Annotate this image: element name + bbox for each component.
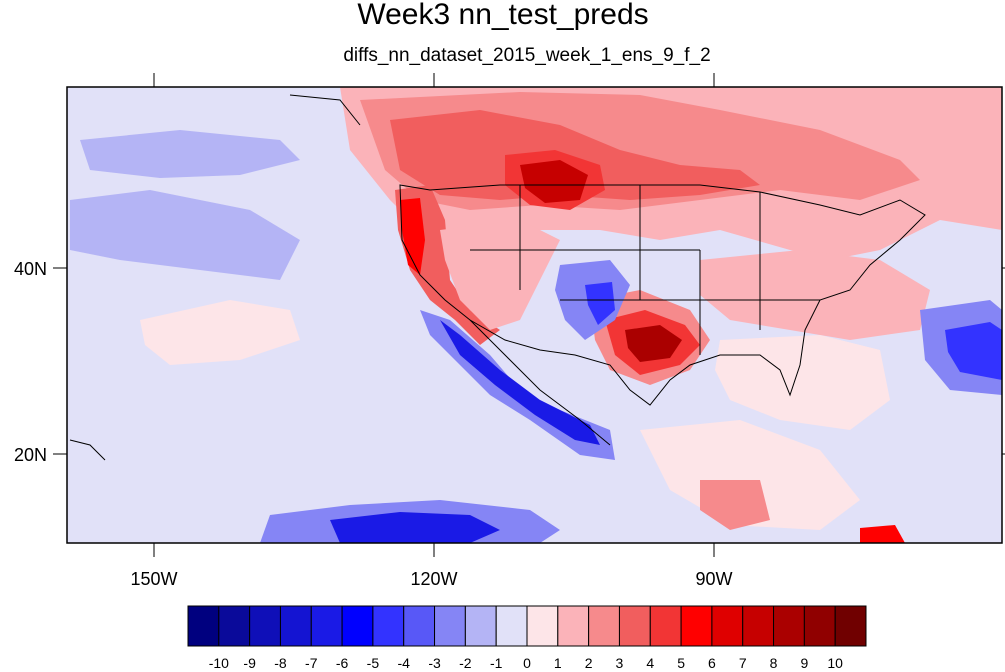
colorbar-label: -3 xyxy=(428,655,441,671)
colorbar-label: 10 xyxy=(827,655,843,671)
colorbar-label: 7 xyxy=(739,655,747,671)
field-central-america-warm xyxy=(640,420,860,530)
coastlines xyxy=(69,94,926,461)
field-plains-core xyxy=(585,282,615,325)
lon-label-150w: 150W xyxy=(130,569,177,589)
colorbar-label: -1 xyxy=(490,655,503,671)
colorbar-swatch xyxy=(495,605,528,647)
colorbar-swatch xyxy=(773,605,805,647)
colorbar-swatch xyxy=(310,605,343,647)
colorbar-swatch xyxy=(711,605,744,647)
figure-subtitle: diffs_nn_dataset_2015_week_1_ens_9_f_2 xyxy=(343,45,710,66)
colorbar-swatch xyxy=(680,605,713,647)
colorbar-label: 8 xyxy=(770,655,778,671)
colorbar-swatch xyxy=(742,605,775,647)
field-canada-strong xyxy=(390,110,760,200)
colorbar-label: -9 xyxy=(243,655,256,671)
colorbar-swatch xyxy=(187,605,220,647)
colorbar-swatch xyxy=(218,605,251,647)
field-caribbean-warm xyxy=(700,480,770,530)
field-texas-core xyxy=(625,325,682,362)
colorbar-label: 3 xyxy=(616,655,624,671)
field-atlantic-core xyxy=(945,322,1002,380)
colorbar-swatch xyxy=(649,605,682,647)
colorbar-label: -2 xyxy=(459,655,472,671)
colorbar-label: 2 xyxy=(585,655,593,671)
colorbar-swatch xyxy=(618,605,651,647)
colorbar-swatch xyxy=(526,605,559,647)
field-northpacific-cool xyxy=(80,130,300,178)
lon-label-120w: 120W xyxy=(410,569,457,589)
field-coast-core xyxy=(400,198,425,275)
colorbar-swatch xyxy=(279,605,312,647)
colorbar-label: -7 xyxy=(305,655,318,671)
field-southeast-warm xyxy=(715,335,890,430)
colorbar: -10 -9 -8 -7 -6 -5 -4 -3 -2 -1 0 1 2 3 4 5 6 7 8 9 10 xyxy=(187,605,867,671)
field-southpacific-core xyxy=(330,512,500,543)
colorbar-swatch xyxy=(557,605,590,647)
field-montana-core xyxy=(520,160,588,203)
colorbar-label: 4 xyxy=(646,655,654,671)
field-west-warm xyxy=(440,220,560,330)
lon-label-90w: 90W xyxy=(695,569,732,589)
map-panel xyxy=(67,87,1002,543)
colorbar-label: 1 xyxy=(554,655,562,671)
colorbar-label: -10 xyxy=(209,655,229,671)
colorbar-swatch xyxy=(588,605,620,647)
colorbar-label: 9 xyxy=(800,655,808,671)
colorbar-swatch xyxy=(341,605,374,647)
colorbar-swatch xyxy=(803,605,836,647)
field-east-warm xyxy=(700,250,930,340)
lat-label-20n: 20N xyxy=(14,445,47,465)
colorbar-swatch xyxy=(834,605,867,647)
colorbar-label: -8 xyxy=(274,655,287,671)
colorbar-label: -4 xyxy=(398,655,411,671)
map-ticks xyxy=(53,73,1005,557)
colorbar-label: -6 xyxy=(336,655,349,671)
colorbar-label: 6 xyxy=(708,655,716,671)
colorbar-swatch xyxy=(372,605,405,647)
colorbar-swatch xyxy=(434,605,466,647)
field-equatorial-hot xyxy=(860,525,905,543)
colorbar-label: 0 xyxy=(523,655,531,671)
colorbar-label: 5 xyxy=(677,655,685,671)
colorbar-swatch xyxy=(249,605,281,647)
colorbar-swatch xyxy=(464,605,497,647)
field-pacific-warm-blob xyxy=(140,300,300,365)
lat-label-40n: 40N xyxy=(14,259,47,279)
field-baja-core xyxy=(440,320,600,445)
figure-title: Week3 nn_test_preds xyxy=(357,0,648,31)
field-pacific-cool xyxy=(70,190,300,280)
colorbar-label: -5 xyxy=(367,655,380,671)
map-frame xyxy=(66,86,1003,544)
colorbar-swatch xyxy=(403,605,436,647)
